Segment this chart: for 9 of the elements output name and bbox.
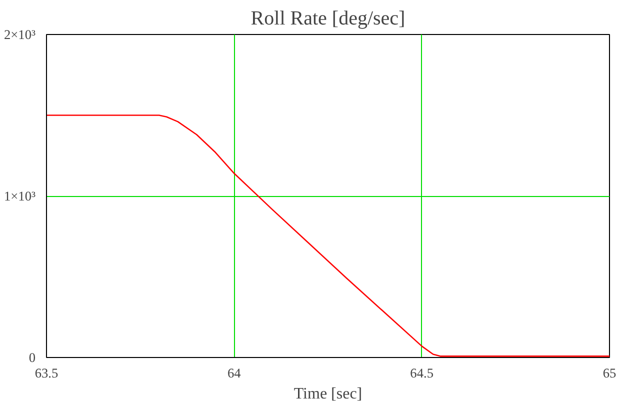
x-tick-label: 63.5 — [34, 366, 58, 380]
x-tick-label: 65 — [602, 366, 616, 380]
y-tick-label: 0 — [28, 350, 36, 365]
x-tick-label: 64.5 — [410, 366, 434, 380]
y-tick-label: 1×10³ — [4, 188, 36, 204]
x-axis-title: Time [sec] — [294, 386, 362, 402]
y-tick-label: 2×10³ — [4, 27, 36, 42]
x-tick-label: 64 — [228, 366, 242, 380]
chart-title: Roll Rate [deg/sec] — [250, 8, 406, 30]
